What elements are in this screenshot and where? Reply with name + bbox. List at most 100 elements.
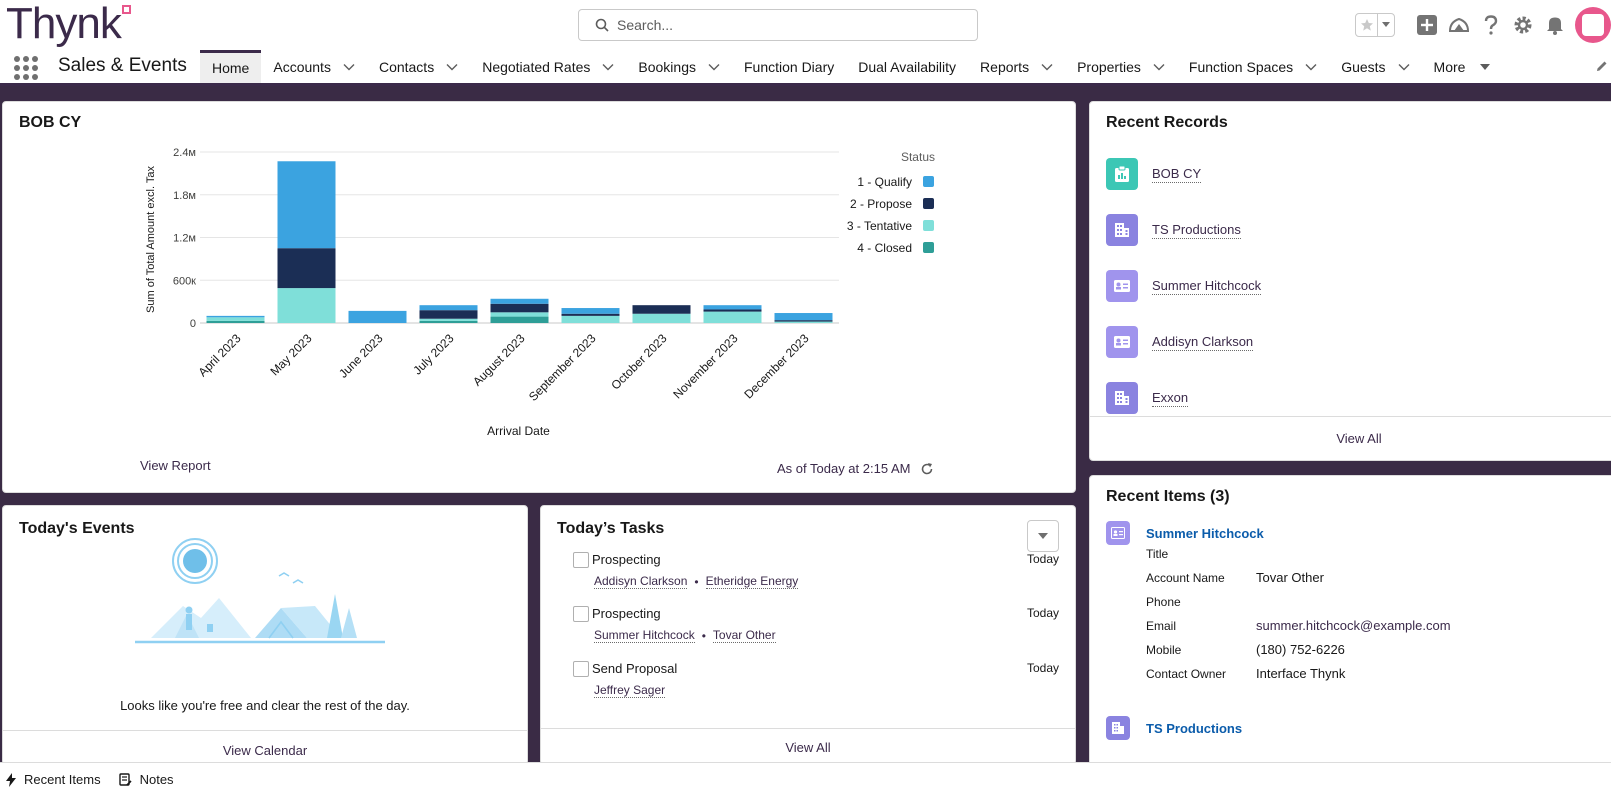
app-navigation-bar: Sales & Events Home Accounts Contacts Negot… (0, 50, 1611, 86)
recent-item-field-label: Mobile (1146, 643, 1182, 657)
tasks-view-all[interactable]: View All (541, 728, 1075, 764)
bar-segment (703, 305, 762, 310)
notifications-bell-icon[interactable] (1539, 9, 1571, 41)
task-related-links: Summer Hitchcock • Tovar Other (594, 628, 776, 643)
chevron-down-icon[interactable] (1153, 63, 1165, 71)
favorite-star-icon[interactable] (1356, 14, 1378, 36)
task-name[interactable]: Send Proposal (592, 661, 678, 676)
report-icon (1106, 158, 1138, 190)
nav-tab-guests[interactable]: Guests (1329, 50, 1421, 83)
bar-segment (206, 315, 265, 318)
recent-record-item: Summer Hitchcock (1106, 258, 1262, 314)
recent-record-link[interactable]: TS Productions (1152, 221, 1241, 239)
nav-tab-function-spaces[interactable]: Function Spaces (1177, 50, 1329, 83)
task-name[interactable]: Prospecting (592, 552, 661, 567)
nav-tab-label: Guests (1341, 58, 1386, 75)
recent-record-link[interactable]: BOB CY (1152, 165, 1202, 183)
task-related-link[interactable]: Etheridge Energy (705, 574, 799, 589)
y-tick-label: 1.8м (173, 190, 196, 202)
user-avatar[interactable] (1575, 7, 1611, 43)
chevron-down-icon[interactable] (602, 63, 614, 71)
recent-record-item: TS Productions (1106, 202, 1261, 258)
nav-tab-label: More (1433, 58, 1466, 75)
as-of-text: As of Today at 2:15 AM (777, 461, 911, 476)
separator-dot: • (694, 574, 699, 589)
recent-record-link[interactable]: Addisyn Clarkson (1152, 333, 1254, 351)
recent-item-field-value: Tovar Other (1256, 570, 1324, 585)
as-of-timestamp: As of Today at 2:15 AM (777, 461, 934, 476)
bar-segment (774, 320, 833, 322)
refresh-icon[interactable] (920, 462, 934, 476)
chevron-down-icon[interactable] (343, 63, 355, 71)
nav-tab-dual-availability[interactable]: Dual Availability (846, 50, 968, 83)
recent-item-field-label: Title (1146, 547, 1169, 561)
task-related-link[interactable]: Addisyn Clarkson (594, 574, 688, 589)
search-input[interactable]: Search... (578, 9, 978, 41)
bar-segment (632, 313, 691, 323)
todays-events-card: Today's Events Looks like you're free an… (2, 505, 528, 765)
chevron-down-icon (1038, 533, 1048, 539)
chevron-down-icon[interactable] (446, 63, 458, 71)
bar-segment (277, 248, 336, 289)
recent-item-ts-productions[interactable]: TS Productions (1146, 721, 1243, 736)
nav-tab-function-diary[interactable]: Function Diary (732, 50, 846, 83)
recent-item-field-value[interactable]: summer.hitchcock@example.com (1256, 618, 1451, 633)
recent-item-summer-hitchcock[interactable]: Summer Hitchcock (1146, 526, 1264, 541)
utility-recent-items-label: Recent Items (24, 772, 101, 787)
nav-tab-reports[interactable]: Reports (968, 50, 1065, 83)
task-related-link[interactable]: Summer Hitchcock (594, 628, 695, 643)
help-icon[interactable] (1475, 9, 1507, 41)
bar-segment (561, 315, 620, 323)
separator-dot: • (701, 628, 706, 643)
recent-record-link[interactable]: Summer Hitchcock (1152, 277, 1262, 295)
tasks-dropdown-button[interactable] (1027, 520, 1059, 552)
legend-label: 3 - Tentative (847, 219, 912, 233)
recent-records-view-all[interactable]: View All (1090, 416, 1611, 460)
legend-swatch (923, 242, 934, 253)
recent-record-link[interactable]: Exxon (1152, 389, 1189, 407)
chevron-down-icon[interactable] (1305, 63, 1317, 71)
x-tick-label: May 2023 (267, 331, 314, 378)
search-icon (595, 18, 609, 32)
chevron-down-icon[interactable] (1041, 63, 1053, 71)
utility-recent-items[interactable]: Recent Items (6, 772, 101, 787)
nav-tab-properties[interactable]: Properties (1065, 50, 1177, 83)
logo[interactable]: Thynk (6, 0, 131, 50)
x-tick-label: October 2023 (608, 331, 670, 393)
task-checkbox[interactable] (573, 552, 589, 568)
nav-tab-accounts[interactable]: Accounts (261, 50, 367, 83)
view-report-link[interactable]: View Report (140, 458, 211, 473)
chevron-down-icon[interactable] (1398, 63, 1410, 71)
more-dropdown-icon[interactable] (1479, 63, 1491, 71)
app-launcher-icon[interactable] (14, 56, 38, 80)
task-checkbox[interactable] (573, 661, 589, 677)
settings-gear-icon[interactable] (1507, 9, 1539, 41)
task-related-link[interactable]: Jeffrey Sager (594, 683, 666, 698)
nav-tab-more[interactable]: More (1422, 50, 1504, 83)
x-tick-label: September 2023 (526, 331, 599, 404)
view-calendar-link[interactable]: View Calendar (3, 730, 527, 764)
trailhead-icon[interactable] (1443, 9, 1475, 41)
task-checkbox[interactable] (573, 606, 589, 622)
todays-tasks-card: Today’s Tasks Prospecting Today Addisyn Cl… (540, 505, 1076, 765)
chevron-down-icon[interactable] (708, 63, 720, 71)
recent-items-title: Recent Items (3) (1106, 488, 1230, 505)
bar-segment (277, 288, 336, 323)
edit-nav-pencil-icon[interactable] (1595, 59, 1609, 78)
logo-square-icon (121, 5, 131, 14)
nav-tab-negotiated-rates[interactable]: Negotiated Rates (470, 50, 626, 83)
favorites-dropdown-icon[interactable] (1378, 14, 1394, 36)
bar-segment (419, 310, 478, 319)
global-create-icon[interactable] (1411, 9, 1443, 41)
task-name[interactable]: Prospecting (592, 606, 661, 621)
recent-records-title: Recent Records (1106, 114, 1228, 131)
nav-tab-label: Properties (1077, 58, 1141, 75)
nav-tab-label: Bookings (638, 58, 696, 75)
task-related-link[interactable]: Tovar Other (712, 628, 776, 643)
nav-tab-contacts[interactable]: Contacts (367, 50, 470, 83)
recent-records-card: Recent Records BOB CY TS Productions Summe… (1089, 101, 1611, 461)
notes-icon (118, 773, 132, 786)
nav-tab-bookings[interactable]: Bookings (626, 50, 732, 83)
utility-notes[interactable]: Notes (118, 772, 174, 787)
nav-tab-home[interactable]: Home (200, 50, 262, 83)
